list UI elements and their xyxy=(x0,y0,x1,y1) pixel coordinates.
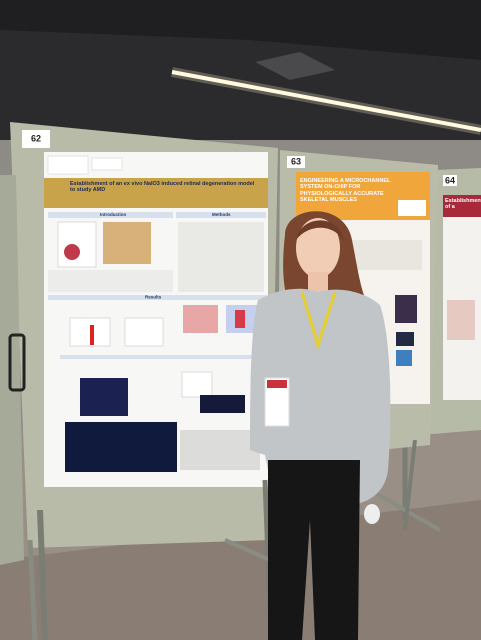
board-number-tag xyxy=(443,175,457,186)
ceiling-vent xyxy=(255,52,335,80)
ceiling-shadow xyxy=(0,0,481,60)
trousers xyxy=(268,460,360,640)
board-number: 64 xyxy=(445,175,455,185)
section-bar xyxy=(48,295,266,300)
shoe xyxy=(364,504,380,524)
poster-title: Establishment of a xyxy=(445,198,481,211)
poster-figure xyxy=(65,422,177,472)
poster-figure xyxy=(447,300,475,340)
floor-tiles xyxy=(0,500,481,640)
section-heading: Introduction xyxy=(100,212,126,217)
poster-figure xyxy=(80,378,128,416)
section-bar xyxy=(176,212,266,218)
poster-figure xyxy=(183,305,218,333)
poster-title: Establishment of an ex vivo NaIO3 induce… xyxy=(70,181,255,194)
hair-front xyxy=(296,220,344,242)
poster-figure xyxy=(395,295,417,323)
poster-figure xyxy=(200,395,245,413)
poster xyxy=(443,195,481,400)
section-bar xyxy=(60,355,266,359)
poster-figure xyxy=(181,371,213,398)
poster-text-block xyxy=(48,270,173,292)
badge-band xyxy=(267,380,287,388)
poster-title: Engineering a Microchannel System On-Chi… xyxy=(300,178,391,203)
board-foot xyxy=(369,488,441,532)
board-leg xyxy=(403,439,417,531)
sweater xyxy=(250,288,391,505)
poster-figure xyxy=(103,222,151,264)
poster-figure xyxy=(396,332,414,346)
poster-title-box: Establishment of an ex vivo NaIO3 induce… xyxy=(70,181,255,194)
poster-figure xyxy=(64,244,80,260)
poster-figure xyxy=(90,325,94,345)
board-number: 62 xyxy=(31,133,41,143)
poster-figure xyxy=(235,310,245,328)
poster-figure xyxy=(352,240,422,270)
board-number-tag xyxy=(22,130,50,148)
section-heading: Results xyxy=(145,295,162,300)
ceiling-light xyxy=(171,70,481,132)
lanyard xyxy=(300,291,337,351)
section-bar xyxy=(48,212,173,218)
poster-figure xyxy=(124,317,164,347)
poster-text-block xyxy=(180,430,260,470)
poster-header xyxy=(443,195,481,217)
board-foot xyxy=(224,538,271,562)
poster-logo xyxy=(91,157,123,171)
poster-logo xyxy=(398,200,426,216)
poster-logo xyxy=(47,155,89,175)
neck xyxy=(308,272,328,292)
face xyxy=(296,218,340,278)
light-glow xyxy=(171,67,481,135)
poster-header xyxy=(44,178,268,208)
section-heading: Methods xyxy=(212,212,231,217)
board-left xyxy=(0,175,24,565)
board-number: 63 xyxy=(291,156,301,166)
board-number-tag xyxy=(287,156,305,168)
poster-figure xyxy=(57,221,97,268)
poster-title-box: Engineering a Microchannel System On-Chi… xyxy=(300,178,391,203)
board-leg xyxy=(37,509,48,640)
poster-title-box: Establishment of a xyxy=(445,198,481,211)
board-handle xyxy=(8,333,26,392)
board-leg xyxy=(27,539,38,640)
poster-figure xyxy=(396,350,412,366)
poster-text-block xyxy=(178,222,264,292)
